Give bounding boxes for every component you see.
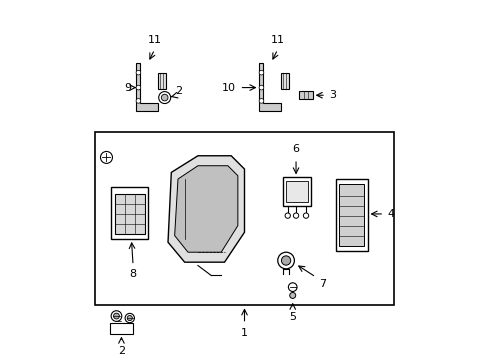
Text: 4: 4 xyxy=(386,209,394,219)
Text: 6: 6 xyxy=(292,144,299,154)
Circle shape xyxy=(101,152,112,163)
Circle shape xyxy=(288,283,296,292)
Bar xyxy=(282,177,310,206)
Circle shape xyxy=(136,70,141,75)
Bar xyxy=(110,323,133,334)
Circle shape xyxy=(289,292,295,298)
Circle shape xyxy=(113,313,119,319)
Circle shape xyxy=(136,85,141,90)
Text: 7: 7 xyxy=(319,279,326,289)
Text: 8: 8 xyxy=(129,269,136,279)
Polygon shape xyxy=(259,63,281,111)
Circle shape xyxy=(259,85,263,90)
Bar xyxy=(111,187,148,239)
Circle shape xyxy=(127,315,132,321)
Circle shape xyxy=(277,252,294,269)
Circle shape xyxy=(281,256,290,265)
Circle shape xyxy=(285,213,290,218)
Circle shape xyxy=(159,91,170,104)
Polygon shape xyxy=(174,166,237,252)
Text: 11: 11 xyxy=(270,35,284,45)
Polygon shape xyxy=(168,156,244,262)
Text: 1: 1 xyxy=(241,328,247,338)
Circle shape xyxy=(125,314,134,323)
Circle shape xyxy=(303,213,308,218)
Bar xyxy=(281,73,289,89)
Bar xyxy=(115,194,144,234)
Circle shape xyxy=(161,94,168,101)
Text: 5: 5 xyxy=(288,312,296,322)
Text: 10: 10 xyxy=(222,82,236,93)
Polygon shape xyxy=(136,63,158,111)
Bar xyxy=(335,179,367,251)
Bar xyxy=(95,132,393,305)
Text: 2: 2 xyxy=(118,346,125,356)
Bar xyxy=(299,91,312,99)
Circle shape xyxy=(111,311,122,321)
Circle shape xyxy=(293,213,298,218)
Bar xyxy=(158,73,166,89)
Text: 2: 2 xyxy=(174,86,182,96)
Circle shape xyxy=(259,99,263,103)
Bar xyxy=(339,184,364,246)
Circle shape xyxy=(259,70,263,75)
Circle shape xyxy=(136,99,141,103)
Text: 3: 3 xyxy=(328,90,336,100)
Bar xyxy=(285,181,307,202)
Text: 9: 9 xyxy=(124,82,131,93)
Text: 11: 11 xyxy=(147,35,162,45)
